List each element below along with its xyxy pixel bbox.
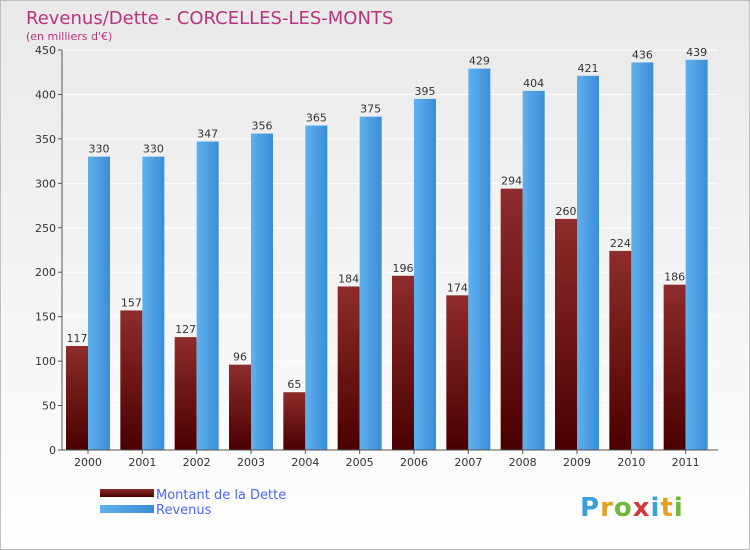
y-tick-label: 200 [35, 266, 56, 279]
legend-label-dette: Montant de la Dette [156, 488, 286, 503]
data-label-dette: 96 [233, 351, 247, 364]
proxiti-logo: Proxiti [580, 493, 684, 523]
data-label-dette: 157 [121, 296, 142, 309]
x-tick-label: 2001 [128, 456, 156, 469]
y-tick-label: 0 [49, 444, 56, 457]
x-tick-label: 2000 [74, 456, 102, 469]
y-tick-label: 300 [35, 177, 56, 190]
data-label-dette: 196 [393, 262, 414, 275]
y-tick-label: 50 [42, 400, 56, 413]
data-label-revenus: 436 [632, 48, 653, 61]
legend-swatch-revenus [100, 505, 154, 513]
data-label-revenus: 395 [415, 85, 436, 98]
data-label-revenus: 365 [306, 112, 327, 125]
data-label-dette: 117 [67, 332, 88, 345]
bar-dette [120, 310, 143, 450]
data-label-revenus: 429 [469, 55, 490, 68]
data-label-revenus: 375 [360, 103, 381, 116]
x-tick-label: 2005 [346, 456, 374, 469]
y-tick-label: 400 [35, 88, 56, 101]
y-tick-label: 250 [35, 222, 56, 235]
data-label-dette: 127 [175, 323, 196, 336]
data-label-dette: 294 [501, 175, 522, 188]
data-label-dette: 186 [664, 271, 685, 284]
x-tick-label: 2007 [454, 456, 482, 469]
bar-dette [392, 275, 414, 450]
y-tick-label: 100 [35, 355, 56, 368]
data-label-dette: 65 [287, 378, 301, 391]
y-tick-label: 350 [35, 133, 56, 146]
x-tick-label: 2010 [617, 456, 645, 469]
bar-revenus [522, 90, 545, 450]
y-tick-label: 450 [35, 44, 56, 57]
data-label-revenus: 404 [523, 77, 544, 90]
x-tick-label: 2003 [237, 456, 265, 469]
svg-text:Proxiti: Proxiti [580, 493, 684, 523]
data-labels: 117 330 157 330 127 347 96 356 65 365 184 375 196 395… [67, 46, 708, 391]
bars [66, 59, 708, 451]
bar-revenus [142, 156, 165, 450]
axes: 0 50 100 150 200 250 300 350 400 450 2000 2001 2002 2… [35, 44, 718, 469]
bar-dette [609, 250, 632, 450]
bar-revenus [196, 141, 219, 451]
data-label-revenus: 330 [89, 143, 110, 156]
bar-revenus [251, 133, 273, 451]
bar-dette [500, 188, 523, 450]
bar-dette [174, 337, 197, 450]
chart-title: Revenus/Dette - CORCELLES-LES-MONTS [26, 8, 393, 29]
data-label-dette: 260 [556, 205, 577, 218]
data-label-revenus: 356 [252, 120, 273, 133]
data-label-revenus: 421 [578, 62, 599, 75]
bar-revenus [359, 116, 382, 451]
data-label-dette: 184 [338, 272, 359, 285]
data-label-revenus: 330 [143, 143, 164, 156]
x-tick-label: 2004 [291, 456, 319, 469]
bar-revenus [414, 98, 436, 450]
bar-revenus [468, 68, 491, 451]
legend-label-revenus: Revenus [156, 503, 212, 518]
bar-revenus [631, 62, 654, 450]
legend: Montant de la Dette Revenus [100, 488, 286, 518]
data-label-revenus: 439 [686, 46, 707, 59]
bar-dette [66, 346, 88, 450]
y-tick-label: 150 [35, 311, 56, 324]
bar-dette [555, 218, 577, 450]
x-tick-label: 2006 [400, 456, 428, 469]
x-tick-label: 2002 [183, 456, 211, 469]
bar-revenus [88, 156, 110, 450]
bar-revenus [577, 75, 599, 451]
data-label-dette: 224 [610, 237, 631, 250]
data-label-revenus: 347 [197, 128, 218, 141]
legend-swatch-dette [100, 489, 154, 497]
data-label-dette: 174 [447, 281, 468, 294]
bar-dette [337, 286, 360, 450]
x-tick-label: 2008 [509, 456, 537, 469]
x-tick-label: 2009 [563, 456, 591, 469]
bar-revenus [685, 59, 708, 451]
x-tick-label: 2011 [672, 456, 700, 469]
bar-dette [446, 295, 469, 450]
bar-dette [283, 392, 306, 450]
bar-revenus [305, 125, 328, 451]
bar-dette [229, 364, 251, 450]
chart-subtitle: (en milliers d'€) [26, 30, 112, 43]
bar-dette [663, 284, 686, 450]
